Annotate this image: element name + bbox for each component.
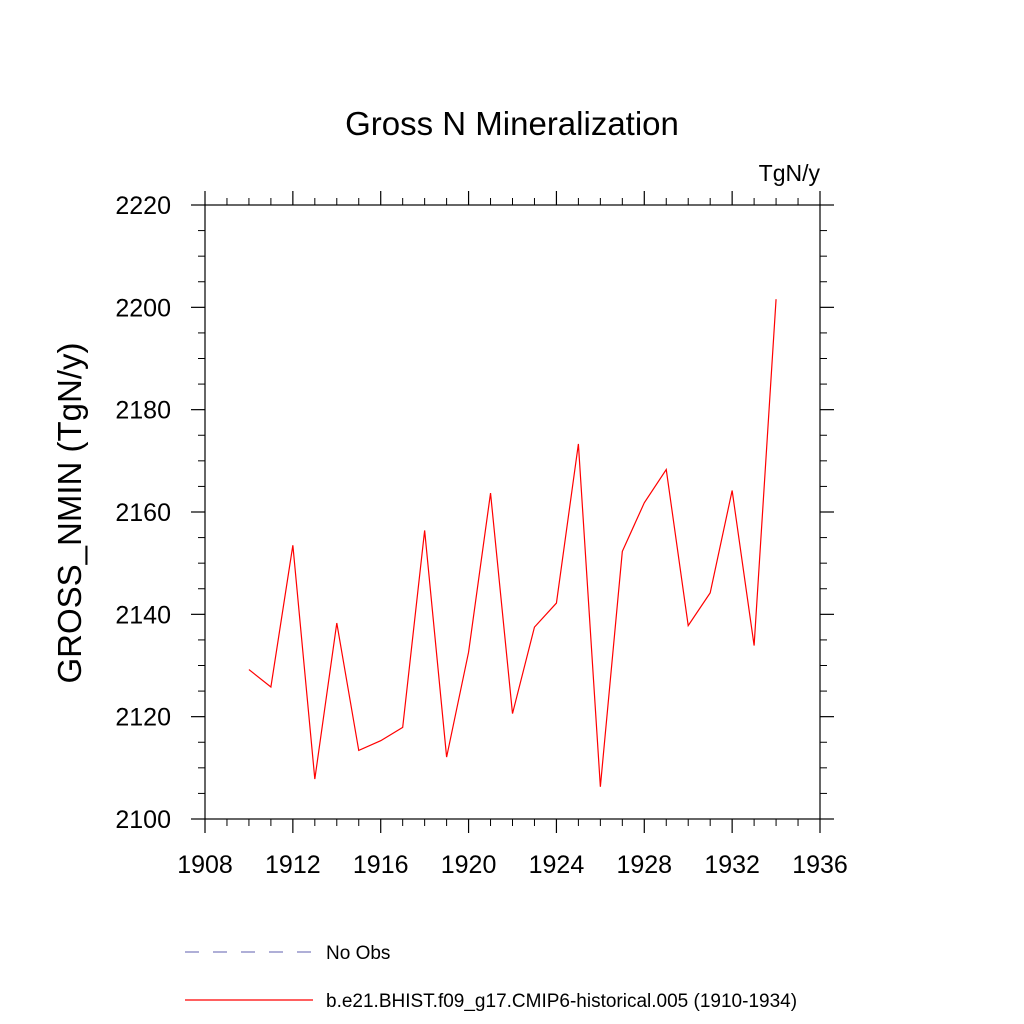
x-tick-label: 1932 <box>704 851 760 879</box>
x-tick-label: 1928 <box>616 851 672 879</box>
legend-label-0: No Obs <box>326 943 390 964</box>
y-tick-label: 2160 <box>115 499 171 527</box>
y-tick-label: 2220 <box>115 192 171 220</box>
y-tick-label: 2120 <box>115 704 171 732</box>
x-tick-label: 1908 <box>177 851 233 879</box>
chart-title: Gross N Mineralization <box>345 105 679 142</box>
x-tick-label: 1920 <box>441 851 497 879</box>
series-line-0 <box>248 299 777 787</box>
y-tick-label: 2140 <box>115 601 171 629</box>
x-tick-label: 1916 <box>353 851 409 879</box>
y-axis-label: GROSS_NMIN (TgN/y) <box>51 342 88 683</box>
series-layer <box>248 299 777 787</box>
y-tick-label: 2100 <box>115 806 171 834</box>
y-tick-label: 2180 <box>115 397 171 425</box>
y-axis: 2100 2120 2140 2160 2180 2200 2220 <box>115 192 834 834</box>
y-tick-label: 2200 <box>115 294 171 322</box>
legend: No Obs b.e21.BHIST.f09_g17.CMIP6-historic… <box>185 943 797 1012</box>
legend-label-1: b.e21.BHIST.f09_g17.CMIP6-historical.005… <box>326 991 797 1012</box>
x-axis: 1908 1912 1916 1920 1924 1928 1932 1936 <box>177 191 848 879</box>
x-tick-label: 1912 <box>265 851 321 879</box>
units-label: TgN/y <box>759 160 821 186</box>
x-tick-label: 1936 <box>792 851 848 879</box>
x-tick-label: 1924 <box>529 851 585 879</box>
